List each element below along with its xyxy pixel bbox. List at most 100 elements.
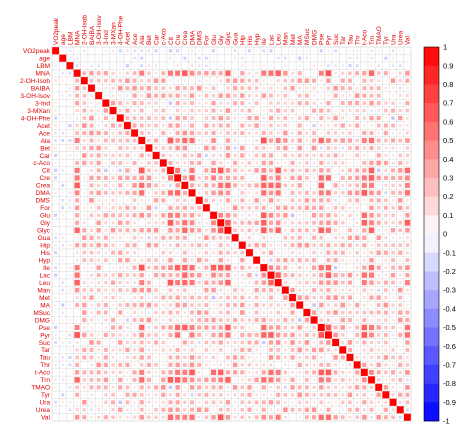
corr-cell-Man-Suc xyxy=(334,288,338,292)
corr-cell-VO2peak-BAIBA xyxy=(90,50,93,52)
corr-cell-Glyc-VO2peak xyxy=(54,229,57,231)
corr-cell-DMG-age xyxy=(61,319,64,321)
corr-cell-MSuc-Ala xyxy=(140,311,143,314)
corr-cell-TMAO-t-Aco xyxy=(362,385,367,390)
corr-cell-Cit-Tar xyxy=(341,168,345,172)
corr-cell-Ace-Lac xyxy=(269,131,273,135)
corr-cell-MA-t-Aco xyxy=(363,303,366,307)
colorbar-tick-label: 0.8 xyxy=(443,80,453,89)
corr-cell-2-OH-Isob-VO2peak xyxy=(54,79,57,82)
corr-cell-Suc-Lac xyxy=(268,340,274,345)
corr-cell-TMAO-Leu xyxy=(276,385,280,390)
corr-cell-DMS-MSuc xyxy=(304,198,310,203)
corr-cell-His-Glyc xyxy=(226,250,230,255)
corr-cell-Suc-Bet xyxy=(147,340,151,345)
corr-cell-DMS-Leu xyxy=(276,198,280,202)
corr-cell-TMAO-Acet xyxy=(125,385,130,390)
corr-cell-VO2peak-LBM xyxy=(68,49,72,52)
corr-cell-MA-His xyxy=(248,303,251,307)
corr-cell-3-OH-Isov-For xyxy=(204,93,209,98)
corr-cell-MSuc-Tar xyxy=(341,310,345,315)
corr-cell-MSuc-Val xyxy=(405,310,410,315)
corr-cell-MA-Acet xyxy=(125,303,130,308)
corr-cell-DMS-Hip xyxy=(240,198,245,203)
corr-cell-Lac-Glyc xyxy=(225,272,231,278)
corr-cell-LBM-Hyp xyxy=(256,65,258,67)
corr-cell-Ala-Bet xyxy=(147,138,151,143)
corr-cell-Car-Pse xyxy=(319,153,323,158)
corr-cell-Tau-Glyc xyxy=(226,355,230,360)
corr-cell-Glyc-3-MXan xyxy=(110,227,116,233)
corr-cell-MA-MA xyxy=(296,301,304,309)
corr-cell-MA-For xyxy=(204,303,209,308)
corr-cell-2-OH-Isob-2-OH-Isob xyxy=(80,77,88,85)
corr-cell-Glu-3-Ind xyxy=(103,213,108,218)
corr-cell-Tar-LBM xyxy=(68,348,71,352)
corr-cell-c-Aco-Crea xyxy=(183,161,187,165)
corr-cell-Man-BAIBA xyxy=(89,288,94,292)
corr-cell-t-Aco-Gua xyxy=(232,370,238,375)
corr-cell-Acet-For xyxy=(204,123,209,128)
corr-cell-3-MXan-Pse xyxy=(319,108,324,113)
corr-cell-DMS-LBM xyxy=(68,199,72,202)
corr-cell-3-MXan-4-OH-Phe xyxy=(118,109,122,113)
corr-cell-Thr-c-Aco xyxy=(162,363,165,367)
corr-cell-3-OH-Isov-DMG xyxy=(312,94,316,97)
corr-cell-Glyc-His xyxy=(247,228,252,233)
corr-cell-4-OH-Phe-Ala xyxy=(139,116,144,120)
corr-cell-For-Pse xyxy=(319,205,324,211)
corr-cell-Pyr-Lac xyxy=(268,332,274,338)
corr-cell-Ile-Pse xyxy=(318,264,324,271)
corr-cell-MA-MNA xyxy=(75,303,80,308)
corr-cell-Urea-Bet xyxy=(147,408,151,411)
corr-cell-His-Car xyxy=(154,251,158,254)
corr-cell-Cre-3-MXan xyxy=(111,176,115,180)
row-label: LBM xyxy=(37,63,50,70)
colorbar-band xyxy=(424,47,439,66)
corr-cell-Met-BAIBA xyxy=(89,295,94,300)
corr-cell-LBM-age xyxy=(61,64,64,67)
corr-cell-Glyc-Crea xyxy=(182,227,188,234)
corr-cell-Crea-Trn xyxy=(369,182,374,188)
corr-cell-Bet-Met xyxy=(291,146,294,150)
corr-cell-3-Ind-Urea xyxy=(399,101,402,105)
corr-cell-Car-MSuc xyxy=(305,153,309,158)
corr-cell-Tyr-LBM xyxy=(69,394,71,396)
corr-cell-Pyr-Suc xyxy=(333,332,338,338)
corr-cell-MSuc-MSuc xyxy=(303,308,311,317)
corr-cell-Crea-Acet xyxy=(126,184,129,187)
corr-cell-BAIBA-3-MXan xyxy=(111,86,115,90)
corr-cell-Val-2-OH-Isob xyxy=(82,415,87,420)
row-label: MNA xyxy=(36,70,51,77)
corr-cell-t-Aco-VO2peak xyxy=(54,371,57,374)
corr-cell-Cre-Glyc xyxy=(225,175,230,181)
corr-cell-Gly-Glu xyxy=(211,220,216,226)
corr-cell-Ura-age xyxy=(61,401,64,404)
corr-cell-c-Aco-Lac xyxy=(268,160,274,166)
corr-cell-3-MXan-Ile xyxy=(262,109,265,112)
corr-cell-Lac-MSuc xyxy=(305,273,309,277)
corr-cell-DMA-DMG xyxy=(312,191,316,195)
colorbar-tick-label: -0.3 xyxy=(443,286,456,295)
corr-cell-Hyp-3-OH-Isov xyxy=(97,258,101,262)
corr-cell-MNA-Tar xyxy=(341,71,345,75)
corr-cell-Acet-LBM xyxy=(68,123,72,128)
corr-cell-Thr-DMS xyxy=(197,362,202,367)
corr-cell-Tyr-3-OH-Isov xyxy=(98,394,100,396)
corr-cell-Met-Trn xyxy=(369,295,374,300)
corr-cell-Pyr-Crea xyxy=(184,334,186,336)
corr-cell-Gly-Cit xyxy=(167,219,174,226)
corr-cell-Urea-Hyp xyxy=(255,408,258,411)
corr-cell-Ile-age xyxy=(62,267,64,269)
corr-cell-BAIBA-Cre xyxy=(175,85,180,91)
corr-cell-4-OH-Phe-Glu xyxy=(211,116,216,121)
corr-cell-Ace-DMS xyxy=(197,131,201,135)
corr-cell-Urea-Crea xyxy=(183,408,187,412)
corr-cell-age-Urea xyxy=(399,57,401,59)
corr-cell-His-Man xyxy=(284,251,287,254)
corr-cell-BAIBA-3-Ind xyxy=(104,86,108,90)
corr-cell-4-OH-Phe-Car xyxy=(154,116,158,120)
corr-cell-Gua-Crea xyxy=(182,235,187,240)
corr-cell-Tau-Ace xyxy=(132,355,137,360)
corr-cell-VO2peak-His xyxy=(247,49,251,53)
